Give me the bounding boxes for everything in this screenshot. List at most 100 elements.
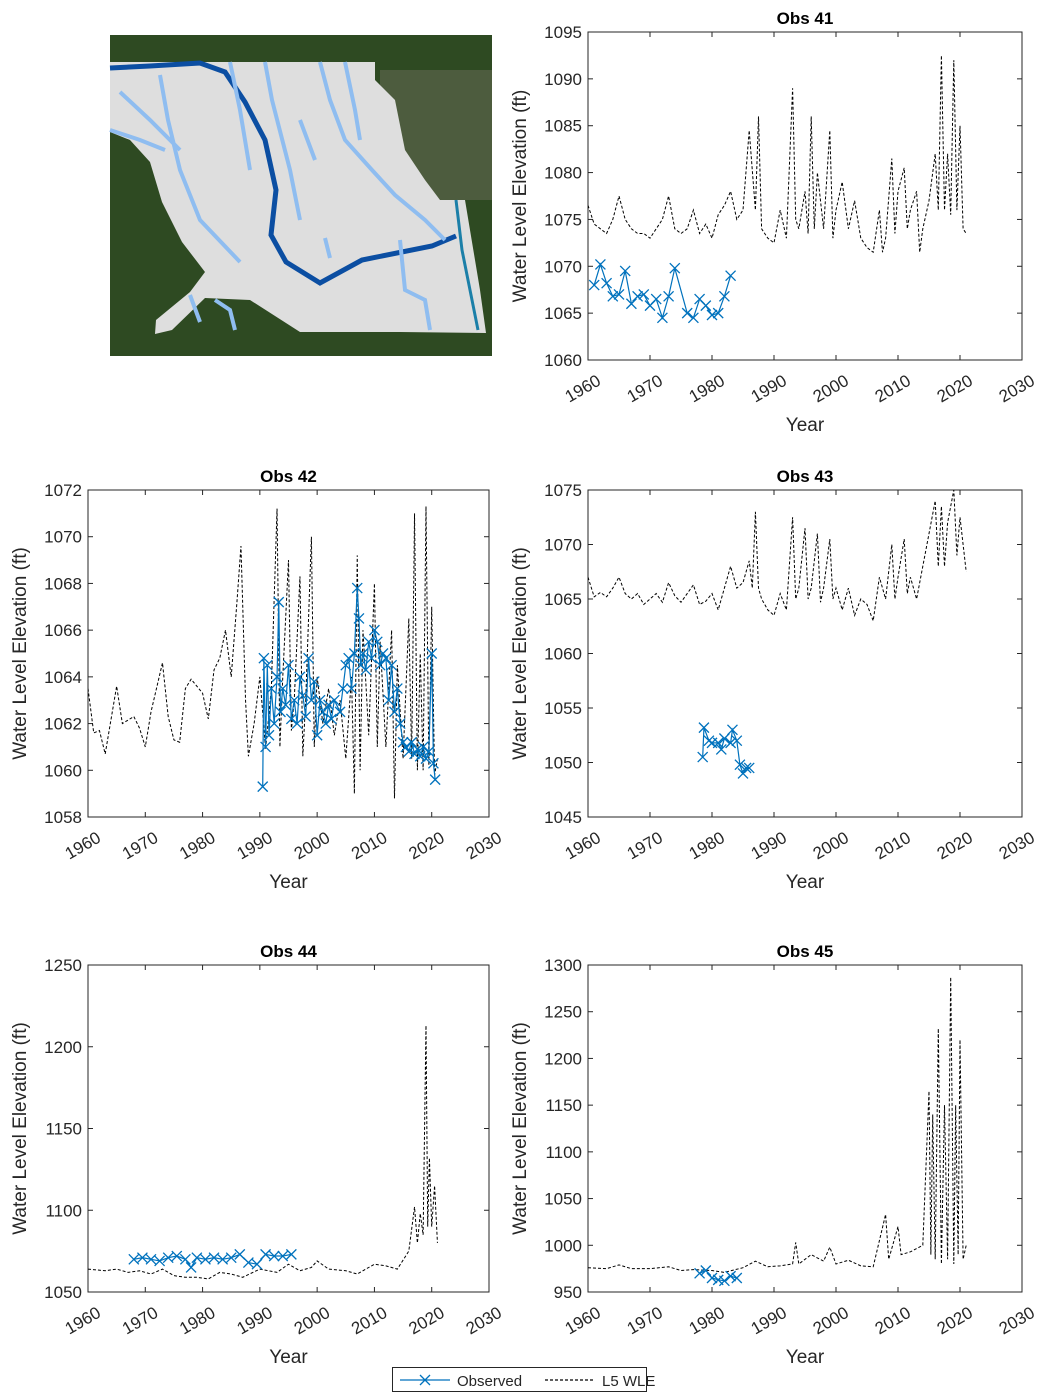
- y-tick-label: 1070: [544, 536, 582, 555]
- observed-marker: [725, 737, 737, 749]
- y-tick-label: 1062: [44, 715, 82, 734]
- observed-marker: [280, 699, 292, 711]
- x-tick-label: 1980: [686, 828, 728, 863]
- x-tick-label: 1990: [234, 1303, 276, 1338]
- y-axis-label: Water Level Elevation (ft): [510, 547, 531, 760]
- observed-marker: [288, 694, 300, 706]
- y-tick-label: 1050: [544, 1190, 582, 1209]
- x-tick-label: 1980: [176, 1303, 218, 1338]
- observed-marker: [632, 290, 644, 302]
- plot-area: [587, 489, 1023, 818]
- observed-marker: [303, 652, 315, 664]
- chart-title: Obs 44: [260, 942, 317, 961]
- y-tick-label: 1065: [544, 304, 582, 323]
- x-tick-label: 2030: [996, 1303, 1037, 1338]
- plot-area: [587, 964, 1023, 1293]
- chart: 1045 1050 1055 1060 1065 1070 1075 1960 1970 1980…: [510, 467, 1037, 893]
- x-tick-label: 1980: [686, 371, 728, 406]
- observed-marker: [613, 288, 625, 300]
- observed-marker: [260, 741, 272, 753]
- observed-marker: [265, 683, 277, 694]
- y-tick-label: 1075: [544, 481, 582, 500]
- observed-marker: [260, 1248, 272, 1260]
- x-tick-label: 2020: [934, 1303, 976, 1338]
- y-tick-label: 1070: [44, 528, 82, 547]
- x-tick-label: 2020: [934, 828, 976, 863]
- observed-marker: [171, 1250, 183, 1262]
- observed-marker: [273, 596, 285, 608]
- chart: 1050 1100 1150 1200 1250 1960 1970 1980 1990 2000…: [10, 942, 505, 1368]
- x-tick-label: 2010: [872, 371, 914, 406]
- legend-label: Observed: [457, 1373, 522, 1390]
- x-axis-label: Year: [269, 872, 308, 893]
- observed-marker: [374, 659, 386, 671]
- observed-marker: [718, 733, 730, 744]
- x-tick-label: 1970: [624, 828, 666, 863]
- x-tick-label: 1970: [624, 371, 666, 406]
- legend: Observed L5 WLE: [392, 1367, 655, 1392]
- y-axis-label: Water Level Elevation (ft): [10, 1022, 31, 1235]
- x-tick-label: 1990: [748, 371, 790, 406]
- x-tick-label: 1980: [686, 1303, 728, 1338]
- observed-marker: [162, 1252, 174, 1264]
- chart: 1060 1065 1070 1075 1080 1085 1090 1095 1960 1970…: [510, 9, 1037, 436]
- observed-marker: [261, 659, 273, 671]
- observed-marker: [706, 309, 718, 321]
- observed-marker: [311, 729, 323, 741]
- y-tick-label: 1200: [44, 1038, 82, 1057]
- observed-marker: [353, 613, 365, 624]
- observed-marker: [305, 694, 317, 706]
- observed-marker: [363, 636, 375, 648]
- observed-marker: [300, 711, 312, 723]
- observed-marker: [706, 1272, 718, 1284]
- y-tick-label: 1075: [544, 210, 582, 229]
- y-tick-label: 1100: [545, 1143, 582, 1162]
- x-tick-label: 1970: [119, 828, 161, 863]
- y-tick-label: 1060: [44, 761, 82, 780]
- observed-marker: [271, 671, 283, 683]
- x-tick-label: 2010: [872, 1303, 914, 1338]
- legend-label: L5 WLE: [602, 1373, 655, 1390]
- observed-marker: [703, 735, 715, 747]
- main-river: [109, 60, 457, 286]
- observed-marker: [394, 718, 406, 730]
- observed-marker: [731, 1272, 743, 1284]
- observed-marker: [731, 735, 743, 747]
- x-tick-label: 2030: [996, 371, 1037, 406]
- observed-marker: [234, 1248, 246, 1260]
- observed-marker: [403, 746, 415, 758]
- observed-marker: [348, 648, 360, 659]
- x-tick-label: 2000: [291, 1303, 333, 1338]
- observed-marker: [712, 307, 724, 319]
- observed-marker: [700, 1265, 712, 1276]
- map: [109, 35, 492, 356]
- x-tick-label: 1990: [748, 828, 790, 863]
- observed-marker: [371, 636, 383, 648]
- observed-marker: [191, 1252, 203, 1264]
- x-tick-label: 1990: [748, 1303, 790, 1338]
- observed-marker: [712, 737, 724, 749]
- x-tick-label: 1960: [562, 371, 604, 406]
- observed-marker: [320, 718, 332, 730]
- x-tick-label: 2010: [348, 1303, 390, 1338]
- observed-marker: [366, 652, 378, 664]
- y-tick-label: 1100: [45, 1201, 82, 1220]
- observed-marker: [360, 664, 372, 676]
- x-tick-label: 1970: [119, 1303, 161, 1338]
- x-tick-label: 2000: [810, 828, 852, 863]
- observed-marker: [275, 706, 286, 718]
- observed-marker: [257, 781, 269, 793]
- observed-marker: [383, 694, 395, 706]
- chart: 1058 1060 1062 1064 1066 1068 1070 1072 1960 1970…: [10, 467, 505, 893]
- x-tick-label: 2000: [810, 371, 852, 406]
- observed-marker: [185, 1262, 197, 1273]
- y-tick-label: 1050: [544, 754, 582, 773]
- observed-marker: [346, 683, 357, 694]
- observed-marker: [340, 659, 352, 671]
- observed-marker: [725, 270, 737, 282]
- y-tick-label: 1085: [544, 117, 582, 136]
- chart: 950 1000 1050 1100 1150 1200 1250 1300 1960 1970 1…: [510, 942, 1037, 1368]
- observed-marker: [423, 746, 435, 758]
